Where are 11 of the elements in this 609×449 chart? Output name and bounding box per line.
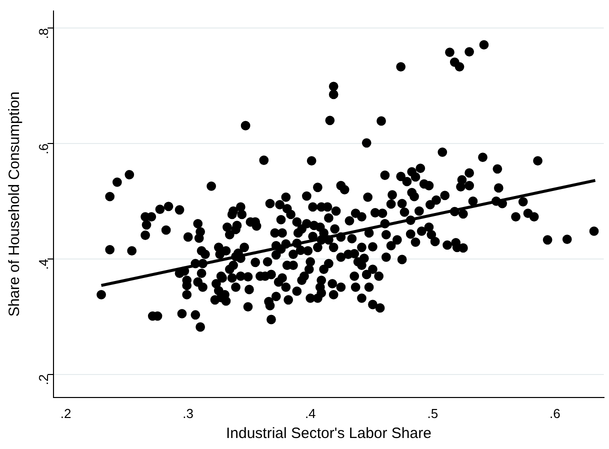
y-tick-label: .6 bbox=[36, 144, 52, 154]
y-tick-label: .4 bbox=[36, 258, 52, 270]
y-tick-label: .8 bbox=[36, 28, 52, 39]
x-axis-title: Industrial Sector's Labor Share bbox=[226, 425, 432, 442]
y-axis-title: Share of Household Consumption bbox=[6, 92, 24, 317]
x-tick-label: .4 bbox=[304, 406, 316, 421]
y-tick-label: .2 bbox=[36, 374, 52, 386]
x-tick-label: .5 bbox=[427, 406, 438, 421]
x-tick-label: .6 bbox=[549, 406, 560, 421]
x-tick-label: .3 bbox=[182, 406, 194, 421]
x-tick-label: .2 bbox=[60, 406, 72, 421]
